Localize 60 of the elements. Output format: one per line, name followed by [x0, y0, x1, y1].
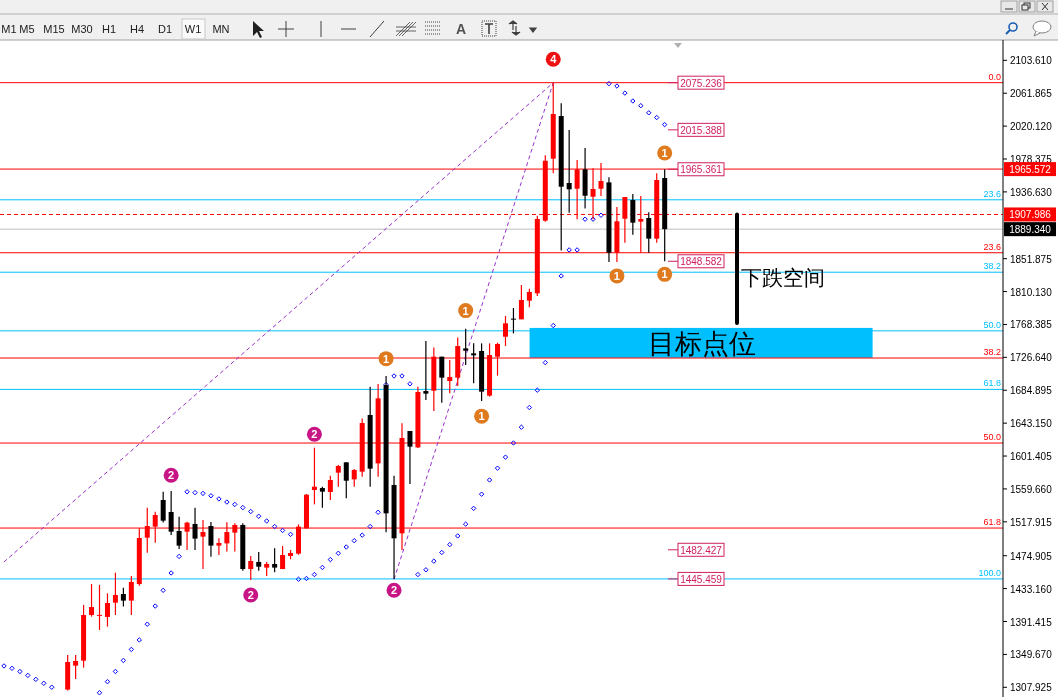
y-tick-label: 1307.925	[1010, 682, 1053, 694]
annotation: 1848.582	[680, 256, 723, 268]
annotation: 50.0	[983, 319, 1001, 330]
text: 1	[383, 352, 390, 365]
text: MN	[212, 23, 230, 35]
series-label: 1	[661, 268, 668, 281]
ref-line-label: 1907.986	[1009, 209, 1052, 221]
y-tick-label: 1643.150	[1010, 418, 1053, 430]
y-tick-label: 1433.160	[1010, 583, 1053, 595]
band-label: 目标点位	[648, 327, 757, 359]
series-label: 4	[550, 53, 558, 66]
annotation: 38.2	[983, 261, 1001, 272]
text: A	[455, 21, 467, 37]
y-tick-label: 1391.415	[1010, 616, 1053, 628]
y-tick-label: 1559.660	[1010, 483, 1053, 495]
annotation: 23.6	[983, 188, 1001, 199]
y-tick-label: 1810.130	[1010, 286, 1053, 298]
y-tick-label: 1684.895	[1010, 385, 1053, 397]
text: 1	[661, 146, 668, 159]
annotation: 下跌空间	[741, 265, 825, 290]
text: M30	[71, 23, 93, 35]
series-label: 2	[311, 428, 318, 441]
y-tick-label: 1851.875	[1010, 253, 1053, 265]
text: M1	[1, 23, 17, 35]
annotation: 38.2	[983, 347, 1001, 358]
annotation: 61.8	[983, 378, 1001, 389]
y-tick-label: 1349.670	[1010, 649, 1053, 661]
annotation: 2015.388	[680, 124, 723, 136]
y-tick-label: 1936.630	[1010, 186, 1053, 198]
text: 2	[247, 589, 254, 602]
text: 1	[462, 304, 469, 317]
ref-line-label: 1889.340	[1009, 224, 1052, 236]
text: H4	[129, 23, 145, 35]
ref-line-label: 1965.572	[1009, 164, 1052, 176]
annotation: 0.0	[988, 71, 1001, 82]
y-tick-label: 1517.915	[1010, 516, 1053, 528]
annotation: 1445.459	[680, 573, 723, 585]
text: M15	[43, 23, 65, 35]
y-tick-label: 2020.120	[1010, 121, 1053, 133]
annotation: 2075.236	[680, 77, 723, 89]
y-tick-label: 1474.905	[1010, 550, 1053, 562]
text: 1	[478, 410, 485, 423]
y-tick-label: 2061.865	[1010, 88, 1053, 100]
text: D1	[157, 23, 173, 35]
y-tick-label: 2103.610	[1010, 55, 1053, 67]
annotation: 61.8	[983, 517, 1001, 528]
y-tick-label: 1768.385	[1010, 319, 1053, 331]
text: H1	[101, 23, 117, 35]
text: M5	[19, 23, 35, 35]
annotation: 23.6	[983, 241, 1001, 252]
annotation: 1482.427	[680, 544, 723, 556]
annotation: 50.0	[983, 432, 1001, 443]
text: W1	[184, 23, 202, 35]
series-label: 1	[613, 269, 620, 282]
annotation: 100.0	[978, 567, 1001, 578]
text: 2	[390, 584, 398, 597]
y-tick-label: 1726.640	[1010, 352, 1053, 364]
annotation: 1965.361	[680, 164, 723, 176]
y-tick-label: 1601.405	[1010, 451, 1053, 463]
text: 2	[168, 469, 175, 482]
